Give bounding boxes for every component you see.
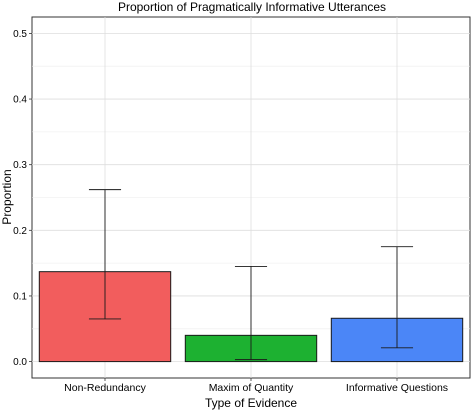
- y-tick-label: 0.0: [13, 357, 27, 368]
- error-bar: [380, 246, 414, 349]
- y-tick-label: 0.1: [13, 291, 27, 302]
- y-tick-label: 0.2: [13, 226, 27, 237]
- y-tick-label: 0.4: [13, 95, 27, 106]
- error-bar: [234, 265, 268, 361]
- y-tick-label: 0.5: [13, 29, 27, 40]
- error-bars: [88, 189, 414, 361]
- x-axis-title: Type of Evidence: [205, 396, 297, 410]
- chart-title: Proportion of Pragmatically Informative …: [118, 0, 386, 14]
- y-axis-title: Proportion: [0, 169, 14, 224]
- x-tick-label: Non-Redundancy: [64, 382, 146, 394]
- y-tick-label: 0.3: [13, 160, 27, 171]
- x-axis-ticks: Non-Redundancy Maxim of Quantity Informati…: [64, 378, 448, 394]
- error-bar: [88, 189, 122, 320]
- y-axis-ticks: 0.0 0.1 0.2 0.3 0.4 0.5: [13, 29, 32, 368]
- x-tick-label: Maxim of Quantity: [209, 382, 294, 394]
- x-tick-label: Informative Questions: [346, 382, 448, 394]
